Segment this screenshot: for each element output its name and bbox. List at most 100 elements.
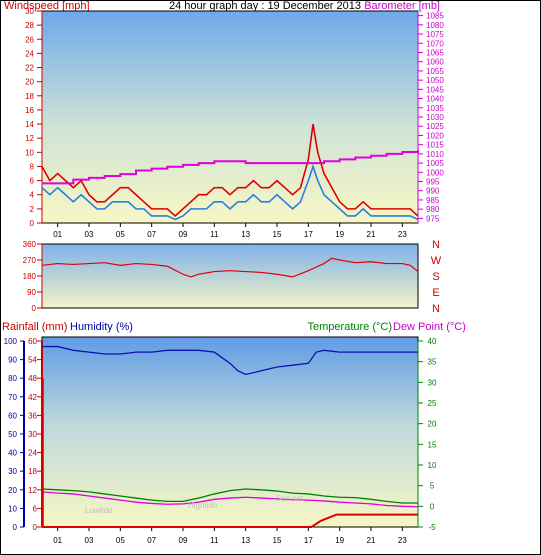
compass-label-0: N: [432, 239, 440, 251]
y2-tick-label: 985: [426, 196, 440, 205]
y-tick-label: 10: [25, 148, 34, 157]
series-dewpoint: [41, 491, 419, 508]
humidity-tick-label: 0: [13, 523, 18, 532]
y-tick-label: 30: [25, 7, 34, 16]
y2-tick-label: 1070: [426, 39, 444, 48]
y2-tick-label: 1005: [426, 159, 444, 168]
rain-tick-label: 18: [28, 467, 37, 476]
y2-tick-label: 1040: [426, 95, 444, 104]
x-tick-label: 03: [85, 230, 94, 239]
x-tick-label: 09: [179, 536, 188, 545]
temp-tick-label: 10: [428, 461, 437, 470]
temp-tick-label: 40: [428, 337, 437, 346]
temp-tick-label: 35: [428, 358, 437, 367]
windspeed-axis-title: Windspeed [mph]: [4, 0, 90, 12]
rain-tick-label: 12: [28, 486, 37, 495]
x-tick-label: 07: [147, 536, 156, 545]
x-tick-label: 05: [116, 230, 125, 239]
x-tick-label: 07: [147, 230, 156, 239]
x-tick-label: 09: [179, 230, 188, 239]
y2-tick-label: 980: [426, 205, 440, 214]
temp-tick-label: 0: [430, 502, 435, 511]
humidity-tick-label: 30: [8, 467, 17, 476]
x-tick-label: 13: [241, 230, 250, 239]
humidity-tick-label: 10: [8, 504, 17, 513]
y-tick-label: 4: [30, 191, 35, 200]
y2-tick-label: 990: [426, 187, 440, 196]
y2-tick-label: 1030: [426, 113, 444, 122]
rain-tick-label: 54: [28, 356, 37, 365]
x-tick-label: 23: [398, 230, 407, 239]
x-tick-label: 17: [304, 230, 313, 239]
humidity-tick-label: 60: [8, 411, 17, 420]
y-tick-label: 8: [30, 162, 35, 171]
x-tick-label: 23: [398, 536, 407, 545]
dewpoint-axis-title: Dew Point (°C): [393, 321, 466, 333]
direction-tick-label: 90: [27, 288, 36, 297]
humidity-tick-label: 90: [8, 356, 17, 365]
x-tick-label: 11: [210, 230, 219, 239]
y-tick-label: 14: [25, 120, 34, 129]
x-tick-label: 01: [53, 230, 62, 239]
compass-label-1: W: [431, 255, 442, 267]
y-tick-label: 20: [25, 78, 34, 87]
temp-tick-label: -5: [428, 523, 436, 532]
rain-tick-label: 24: [28, 449, 37, 458]
compass-label-2: S: [432, 271, 439, 283]
temperature-axis-title: Temperature (°C): [308, 321, 392, 333]
x-tick-label: 01: [53, 536, 62, 545]
humidity-tick-label: 70: [8, 393, 17, 402]
x-tick-label: 17: [304, 536, 313, 545]
rain-tick-label: 60: [28, 337, 37, 346]
temp-tick-label: 30: [428, 378, 437, 387]
y2-tick-label: 995: [426, 178, 440, 187]
y2-tick-label: 1010: [426, 150, 444, 159]
compass-label-3: E: [432, 287, 439, 299]
series-barometer: [42, 150, 419, 185]
x-tick-label: 11: [210, 536, 219, 545]
y-tick-label: 12: [25, 134, 34, 143]
y-tick-label: 22: [25, 64, 34, 73]
y-tick-label: 2: [30, 205, 35, 214]
x-tick-label: 19: [335, 536, 344, 545]
y2-tick-label: 1050: [426, 76, 444, 85]
annotation-lowtide: Lowtide: [85, 506, 113, 515]
humidity-tick-label: 40: [8, 449, 17, 458]
temp-tick-label: 5: [430, 482, 435, 491]
climate-plot-area: [41, 336, 419, 528]
wind-plot-area: [41, 10, 419, 224]
y-tick-label: 0: [30, 219, 35, 228]
direction-plot-area: [41, 243, 419, 309]
y2-tick-label: 1015: [426, 141, 444, 150]
direction-tick-label: 180: [23, 272, 37, 281]
y2-tick-label: 975: [426, 214, 440, 223]
compass-label-4: N: [432, 303, 440, 315]
series-humidity: [42, 345, 418, 376]
x-tick-label: 15: [273, 230, 282, 239]
direction-series: [41, 257, 419, 278]
y2-tick-label: 1020: [426, 131, 444, 140]
climate-series: [41, 345, 419, 528]
rain-tick-label: 36: [28, 411, 37, 420]
y-tick-label: 26: [25, 35, 34, 44]
series-temperature: [41, 488, 418, 504]
direction-tick-label: 270: [23, 256, 37, 265]
y2-tick-label: 1060: [426, 58, 444, 67]
y2-tick-label: 1045: [426, 85, 444, 94]
humidity-tick-label: 80: [8, 374, 17, 383]
rain-tick-label: 6: [33, 504, 38, 513]
humidity-tick-label: 50: [8, 430, 17, 439]
y2-tick-label: 1035: [426, 104, 444, 113]
y-tick-label: 24: [25, 49, 34, 58]
direction-tick-label: 360: [23, 240, 37, 249]
series-gust: [41, 123, 419, 218]
direction-tick-label: 0: [32, 304, 37, 313]
y-tick-label: 6: [30, 177, 35, 186]
y-tick-label: 18: [25, 92, 34, 101]
y2-tick-label: 1085: [426, 12, 444, 21]
temp-tick-label: 25: [428, 399, 437, 408]
y2-tick-label: 1055: [426, 67, 444, 76]
y2-tick-label: 1080: [426, 21, 444, 30]
